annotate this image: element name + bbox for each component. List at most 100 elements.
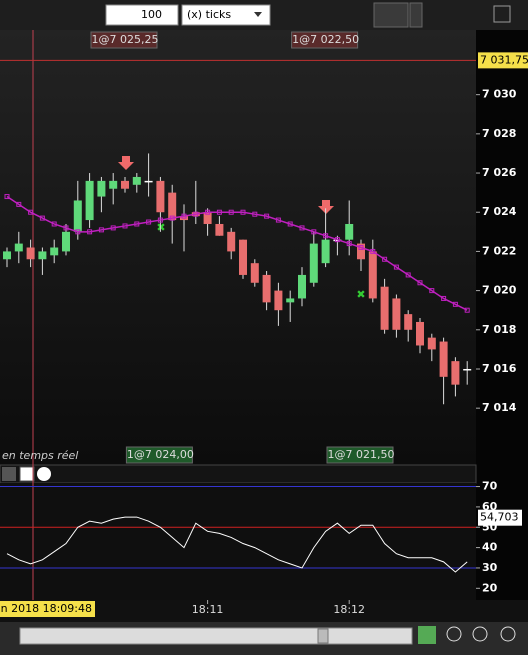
candle-body (309, 243, 318, 283)
candle-body (85, 180, 94, 221)
candle-body (3, 251, 11, 260)
indicator-toolbar (0, 464, 477, 484)
ma-step (299, 225, 305, 231)
ma-step (122, 223, 128, 229)
candle-body (62, 231, 70, 252)
indicator-menu[interactable] (409, 2, 423, 28)
zoom-out[interactable] (472, 626, 488, 642)
candle-body (203, 212, 212, 224)
zoom-reset[interactable] (446, 626, 462, 642)
candle-body (73, 200, 82, 232)
quantity-value: 100 (141, 8, 162, 21)
order-label-box (326, 446, 394, 464)
y-tick-label: 20 (482, 581, 498, 594)
moving-average (6, 195, 468, 311)
indicator-line (6, 516, 468, 573)
candle-body (274, 290, 283, 311)
y-tick-label: 7 020 (482, 284, 517, 297)
candle-body (250, 263, 259, 283)
window-icon[interactable] (19, 466, 35, 482)
candle-body (416, 321, 424, 346)
y-tick-label: 7 014 (482, 401, 517, 414)
candle-body (345, 223, 354, 240)
mode-value: (x) ticks (187, 8, 231, 21)
candle-body (132, 176, 141, 185)
ma-step (146, 219, 152, 225)
ma-step (287, 221, 293, 227)
exit-marker: ✖ (156, 221, 165, 234)
y-tick-label: 7 026 (482, 166, 517, 179)
ma-step (334, 237, 340, 243)
ma-step (28, 209, 34, 215)
candle-body (463, 368, 472, 371)
close-icon[interactable] (37, 467, 51, 481)
order-label: 1@7 025,25 (92, 33, 159, 46)
order-label: 1@7 022,50 (292, 33, 359, 46)
order-label-box (125, 446, 193, 464)
y-tick-label: 7 028 (482, 127, 516, 140)
candle-body (227, 231, 236, 252)
candle-body (368, 251, 377, 299)
exit-marker: ✖ (356, 288, 365, 301)
indicator-button[interactable] (373, 2, 409, 28)
y-tick-label: 60 (482, 500, 498, 513)
sell-arrow (118, 156, 134, 170)
ma-step (417, 280, 423, 286)
cursor-time: 5 juin 2018 18:09:48 (0, 602, 92, 615)
candle-body (392, 298, 401, 330)
ma-step (429, 288, 435, 294)
order-label-box (291, 31, 359, 49)
ma-step (346, 241, 352, 247)
ma-step (358, 245, 364, 250)
candle-body (427, 337, 436, 350)
ma-step (16, 201, 22, 207)
candle-body (451, 361, 460, 385)
ma-step (382, 256, 388, 262)
wrench-icon[interactable] (2, 467, 16, 481)
quantity-input[interactable] (105, 4, 179, 26)
scrollbar[interactable] (19, 627, 413, 645)
candle-body (404, 314, 413, 330)
candle-body (286, 298, 295, 303)
ma-step (51, 221, 57, 227)
order-label-box (90, 31, 158, 49)
zoom-in[interactable] (500, 626, 516, 642)
candle-body (262, 274, 271, 303)
scroll-thumb[interactable] (317, 628, 329, 644)
y-tick-label: 7 022 (482, 244, 516, 257)
price-axis (476, 30, 528, 600)
ma-step (311, 229, 317, 235)
ma-step (63, 225, 69, 231)
dropdown-arrow (254, 12, 262, 17)
candle-body (321, 239, 330, 264)
zoom-fit[interactable] (418, 626, 436, 644)
y-tick-label: 7 024 (482, 205, 517, 218)
ma-step (405, 272, 411, 278)
y-tick-label: 7 030 (482, 88, 517, 101)
x-tick-label: 18:11 (192, 603, 224, 616)
realtime-label: en temps réel (2, 449, 78, 462)
y-tick-label: 7 018 (482, 323, 516, 336)
ma-step (252, 211, 258, 217)
y-tick-label: 30 (482, 561, 498, 574)
order-label: 1@7 021,50 (328, 448, 395, 461)
ma-step (110, 225, 116, 231)
last-value: 54,703 (480, 511, 519, 524)
y-tick-label: 40 (482, 541, 498, 554)
ma-step (87, 229, 93, 235)
settings-icon[interactable] (493, 5, 511, 23)
ma-step (75, 229, 81, 235)
price-panel (0, 30, 476, 465)
candle-body (121, 180, 129, 189)
x-tick-label: 18:12 (333, 603, 365, 616)
y-tick-label: 70 (482, 480, 498, 493)
ma-step (134, 221, 140, 227)
ma-step (264, 213, 270, 219)
time-axis (0, 600, 528, 622)
y-tick-label: 7 016 (482, 362, 517, 375)
ma-step (441, 295, 447, 301)
ma-step (205, 209, 211, 215)
mode-select[interactable] (181, 4, 271, 26)
ma-step (4, 194, 10, 200)
